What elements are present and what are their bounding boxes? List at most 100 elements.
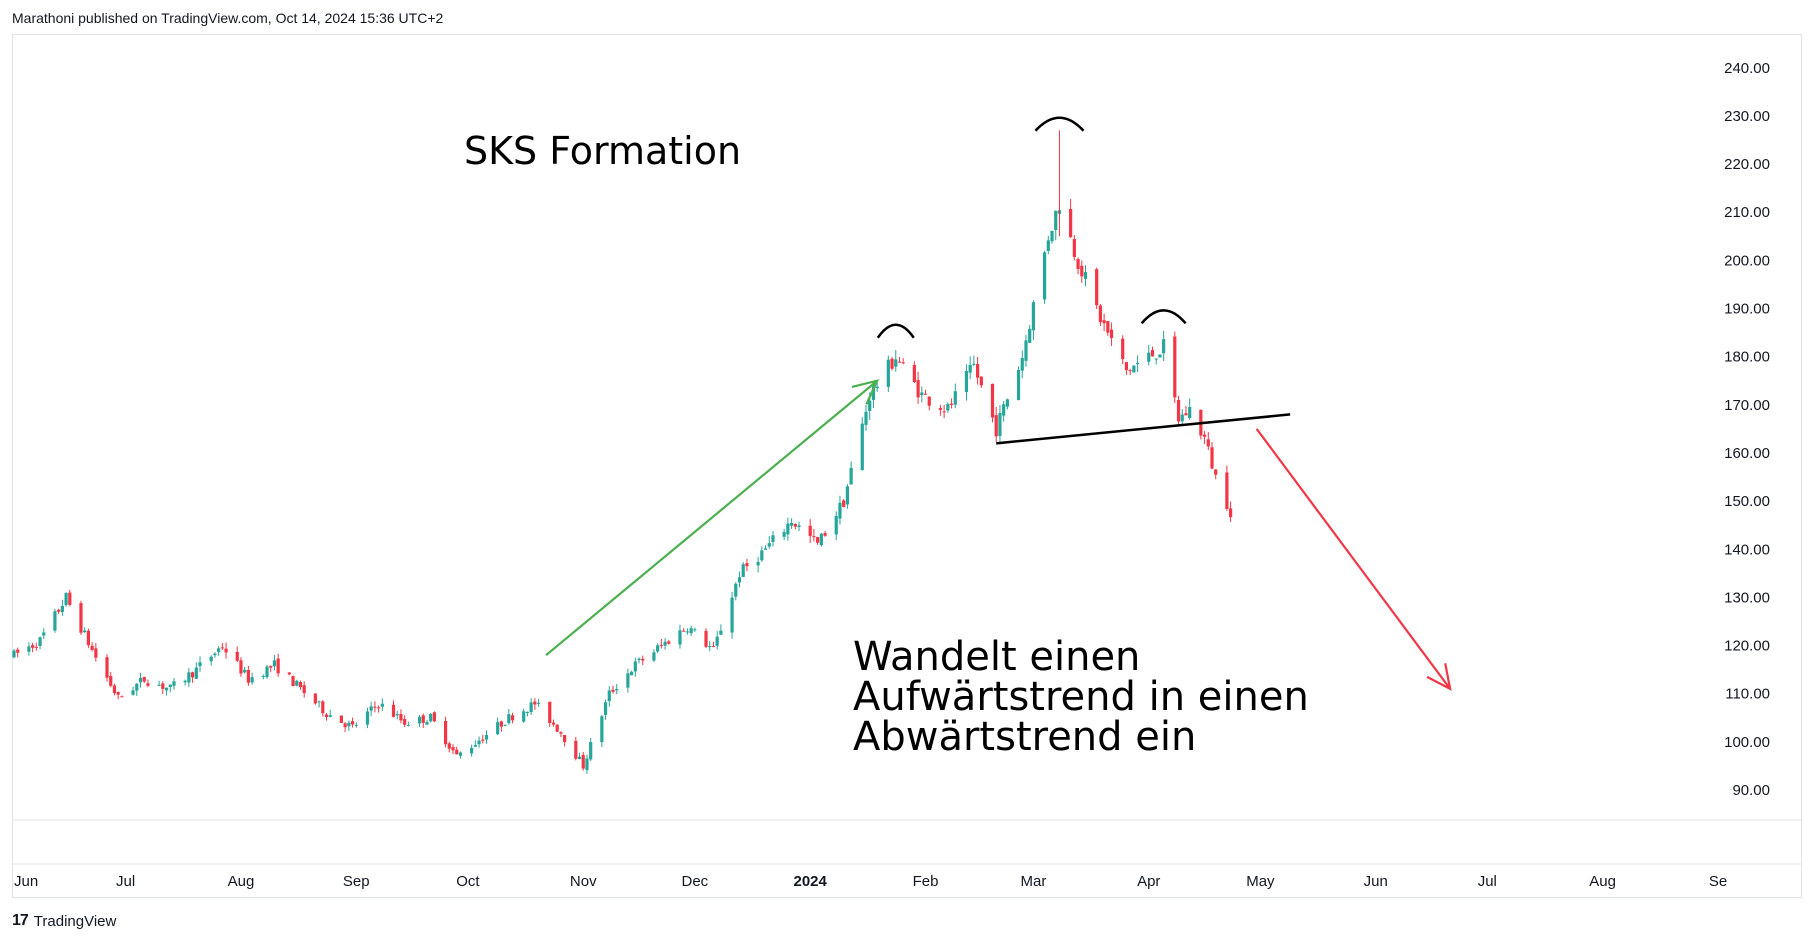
candle-body: [819, 533, 823, 546]
candle-body: [317, 701, 321, 703]
candle-body: [484, 734, 489, 740]
candle-body: [1150, 350, 1155, 357]
candle-body: [633, 661, 637, 672]
candles-layer: [12, 130, 1233, 774]
x-tick-label: Oct: [456, 873, 480, 890]
chart-frame[interactable]: [12, 34, 1802, 898]
candle-body: [183, 680, 187, 683]
candle-body: [432, 712, 437, 722]
candle-body: [637, 658, 641, 660]
candle-body: [667, 641, 671, 644]
candle-body: [120, 696, 124, 698]
candle-body: [972, 363, 976, 365]
y-tick-label: 110.00: [1725, 686, 1770, 703]
candle-body: [1016, 370, 1021, 401]
candle-body: [302, 685, 306, 694]
candle-body: [507, 714, 511, 724]
candle-body: [998, 412, 1002, 437]
candle-body: [246, 669, 250, 683]
candle-body: [1135, 362, 1140, 365]
candle-body: [734, 583, 738, 597]
candle-body: [1124, 362, 1129, 371]
candle-body: [1184, 413, 1188, 416]
x-tick-label: Dec: [682, 873, 709, 890]
candle-body: [1002, 404, 1006, 416]
uptrend-arrow-head: [851, 379, 880, 405]
candle-body: [1109, 329, 1114, 339]
candle-body: [250, 677, 254, 683]
candle-body: [1050, 230, 1054, 242]
candle-body: [83, 630, 87, 633]
candle-body: [138, 677, 143, 683]
y-tick-label: 240.00: [1724, 60, 1770, 77]
candle-body: [365, 711, 370, 725]
candle-body: [656, 645, 660, 652]
candle-body: [1147, 352, 1151, 362]
candle-body: [916, 379, 920, 398]
candle-body: [269, 665, 273, 668]
candle-body: [1106, 320, 1110, 333]
candle-body: [990, 383, 995, 418]
candle-body: [34, 646, 38, 648]
candle-body: [536, 702, 541, 704]
price-axis[interactable]: 90.00 100.00 110.00 120.00 130.00 140.00 150.0…: [1724, 60, 1770, 799]
candle-body: [161, 683, 165, 689]
candle-body: [689, 628, 693, 634]
right-shoulder-arc: [1140, 309, 1187, 325]
candle-body: [265, 666, 269, 678]
candle-body: [1202, 434, 1207, 437]
candle-body: [213, 653, 217, 656]
candle-body: [187, 672, 191, 683]
candle-body: [946, 403, 950, 411]
candle-body: [350, 721, 355, 725]
candle-body: [574, 740, 578, 759]
candle-body: [1005, 399, 1009, 407]
y-tick-label: 210.00: [1724, 204, 1770, 221]
candle-body: [886, 359, 890, 387]
candle-body: [1225, 472, 1229, 509]
candle-body: [458, 752, 463, 756]
candle-body: [295, 680, 299, 686]
time-axis[interactable]: Jun Jul Aug Sep Oct Nov Dec 2024 Feb Mar Apr May Jun…: [14, 873, 1727, 890]
candle-body: [1080, 265, 1084, 277]
candle-body: [745, 563, 749, 567]
y-tick-label: 90.00: [1732, 782, 1770, 799]
candle-body: [938, 408, 943, 410]
candle-body: [16, 649, 20, 653]
candle-body: [421, 715, 425, 723]
candle-body: [1031, 302, 1036, 331]
candle-body: [756, 561, 760, 566]
candle-body: [1206, 439, 1210, 447]
candle-body: [563, 734, 567, 743]
candle-body: [276, 658, 280, 674]
candle-body: [261, 676, 265, 678]
candle-body: [142, 676, 146, 682]
candle-body: [968, 364, 972, 373]
candle-body: [845, 486, 849, 505]
candle-body: [243, 669, 247, 673]
candle-body: [771, 535, 775, 542]
candle-body: [994, 415, 998, 437]
candle-body: [220, 647, 224, 649]
candle-body: [53, 611, 57, 631]
x-tick-label: Mar: [1021, 873, 1047, 890]
drawings-layer: [545, 116, 1452, 691]
candle-body: [291, 676, 295, 687]
footer-brand[interactable]: TradingView: [33, 912, 117, 930]
candle-body: [976, 363, 980, 378]
candle-body: [194, 667, 198, 679]
candle-body: [131, 690, 135, 695]
tradingview-logo-icon[interactable]: 17: [12, 912, 29, 929]
candle-body: [1176, 399, 1181, 422]
candle-body: [1069, 208, 1073, 238]
candle-body: [533, 701, 537, 705]
candle-body: [923, 393, 928, 395]
candle-body: [146, 683, 150, 686]
candle-body: [704, 630, 708, 647]
y-tick-label: 180.00: [1724, 349, 1770, 366]
candle-body: [842, 500, 846, 508]
candle-body: [555, 724, 559, 732]
candle-body: [1173, 336, 1177, 398]
candle-body: [477, 740, 481, 745]
